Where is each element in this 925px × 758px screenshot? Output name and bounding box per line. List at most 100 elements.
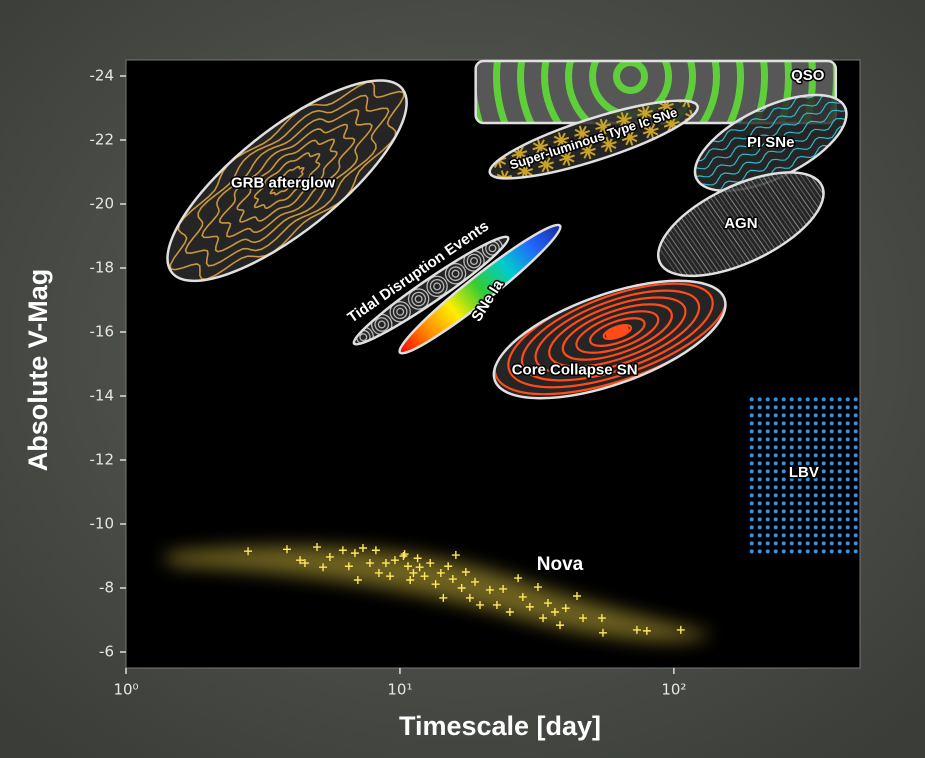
pattern-stripe [701, 191, 756, 269]
pattern-dot [789, 517, 794, 522]
pattern-stripe [690, 196, 745, 274]
pattern-dot [781, 429, 786, 434]
nova-point [365, 559, 374, 568]
pattern-dot [821, 517, 826, 522]
pattern-burst [538, 156, 554, 173]
pattern-dot [757, 517, 762, 522]
pattern-dot [765, 461, 770, 466]
pattern-stripe [708, 188, 763, 266]
pattern-dot [765, 501, 770, 506]
pattern-dot [773, 437, 778, 442]
nova-point [431, 580, 440, 589]
pattern-dot [789, 501, 794, 506]
pattern-dot [749, 477, 754, 482]
pattern-dot [829, 517, 834, 522]
x-axis-title: Timescale [day] [399, 711, 601, 741]
pattern-dot [805, 397, 810, 402]
nova-point [413, 554, 422, 563]
region [352, 235, 510, 348]
nova-point [381, 559, 390, 568]
pattern-dot [773, 421, 778, 426]
y-tick-label: -6 [99, 643, 114, 661]
pattern-dot [805, 541, 810, 546]
pattern-dot [845, 429, 850, 434]
pattern-dot [853, 413, 858, 418]
pattern-dot [757, 485, 762, 490]
nova-point [556, 621, 565, 630]
pattern-ring [548, 296, 687, 368]
pattern-squiggle [695, 109, 846, 178]
pattern-dot [781, 445, 786, 450]
pattern-dot [829, 453, 834, 458]
pattern-dot [821, 397, 826, 402]
pattern-dot [757, 525, 762, 530]
pattern-dot [765, 541, 770, 546]
pattern-swirl [359, 333, 368, 342]
pattern-dot [821, 485, 826, 490]
pattern-dot [765, 493, 770, 498]
pattern-dot [797, 429, 802, 434]
pattern-stripe [748, 169, 803, 247]
region-outline [492, 279, 727, 400]
pattern-dot [773, 493, 778, 498]
nova-point [415, 563, 424, 572]
pattern-dot [821, 421, 826, 426]
y-tick-label: -12 [90, 451, 115, 469]
pattern-dot [821, 525, 826, 530]
pattern-dot [837, 533, 842, 538]
pattern-dot [789, 469, 794, 474]
pattern-dot [829, 485, 834, 490]
pattern-dot [829, 405, 834, 410]
pattern-dot [829, 445, 834, 450]
pattern-dot [829, 429, 834, 434]
pattern-dot [813, 405, 818, 410]
pattern-dot [845, 541, 850, 546]
nova-point [573, 592, 582, 600]
y-tick-label: -16 [90, 323, 115, 341]
region-label: LBV [789, 464, 819, 481]
pattern-dot [757, 405, 762, 410]
pattern-dot [853, 461, 858, 466]
pattern-dot [813, 429, 818, 434]
pattern-dot [845, 469, 850, 474]
pattern-dot [805, 437, 810, 442]
pattern-dot [805, 477, 810, 482]
pattern-stripe [712, 186, 767, 264]
pattern-dot [853, 453, 858, 458]
pattern-dot [781, 405, 786, 410]
pattern-swirl [374, 317, 390, 332]
pattern-dot [845, 437, 850, 442]
pattern-arc [565, 60, 697, 124]
nova-point [457, 584, 466, 592]
nova-point [319, 563, 328, 572]
pattern-contour [253, 152, 321, 210]
pattern-stripe [683, 200, 738, 278]
pattern-dot [805, 485, 810, 490]
pattern-dot [829, 549, 834, 554]
region-fill [658, 172, 824, 276]
region [488, 91, 701, 187]
nova-point [371, 546, 380, 555]
nova-point [598, 628, 607, 637]
nova-point [386, 572, 395, 581]
nova-point [358, 544, 367, 552]
pattern-dot [789, 429, 794, 434]
region-label: Core Collapse SN [512, 361, 638, 378]
pattern-dot [765, 397, 770, 402]
nova-point [561, 604, 570, 613]
pattern-dot [773, 413, 778, 418]
nova-point [533, 583, 542, 592]
pattern-dot [789, 405, 794, 410]
pattern-dot [773, 533, 778, 538]
pattern-dot [749, 541, 754, 546]
pattern-dot [829, 501, 834, 506]
pattern-dot [781, 413, 786, 418]
pattern-burst [642, 123, 659, 139]
pattern-dot [853, 405, 858, 410]
nova-point [350, 549, 359, 558]
pattern-squiggle [699, 117, 850, 186]
pattern-dot [821, 413, 826, 418]
pattern-swirl [466, 253, 482, 269]
pattern-dot [837, 485, 842, 490]
pattern-stripe [733, 176, 788, 254]
